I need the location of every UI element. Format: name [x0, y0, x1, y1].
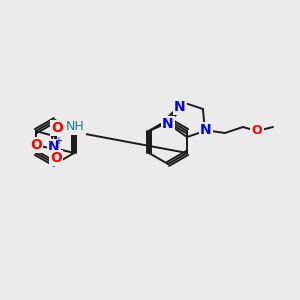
Text: NH: NH: [66, 121, 84, 134]
Text: O: O: [252, 124, 262, 136]
Text: O: O: [30, 138, 42, 152]
Text: +: +: [54, 136, 62, 146]
Text: N: N: [174, 100, 186, 114]
Text: N: N: [48, 140, 60, 154]
Text: N: N: [200, 123, 212, 137]
Text: N: N: [162, 117, 174, 131]
Text: O: O: [50, 151, 62, 165]
Text: O: O: [51, 121, 63, 135]
